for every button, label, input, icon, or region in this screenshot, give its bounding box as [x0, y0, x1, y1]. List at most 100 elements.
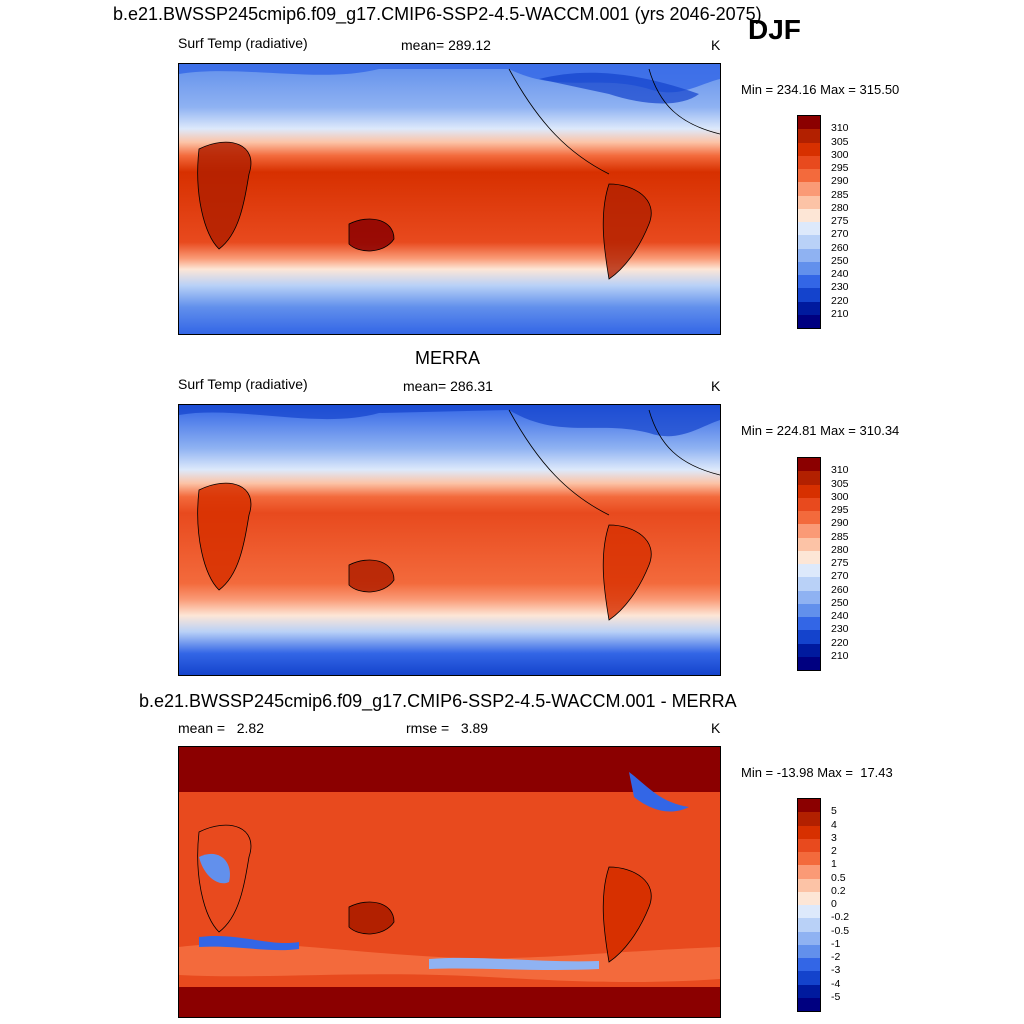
colorbar-swatch	[798, 248, 820, 262]
colorbar-tick-label: 300	[831, 148, 849, 161]
panel1-minmax-label: Min = 234.16 Max = 315.50	[741, 82, 900, 97]
colorbar-swatch	[798, 142, 820, 156]
colorbar-tick-label: 270	[831, 570, 849, 583]
colorbar-swatch	[798, 484, 820, 498]
panel1-colorbar	[797, 115, 821, 329]
colorbar-tick-label: -1	[831, 937, 841, 950]
colorbar-swatch	[798, 905, 820, 919]
colorbar-tick-label: 0	[831, 898, 837, 910]
colorbar-swatch	[798, 511, 820, 525]
panel1-variable-label: Surf Temp (radiative)	[178, 35, 308, 51]
colorbar-tick-label: 285	[831, 188, 849, 201]
colorbar-swatch	[798, 643, 820, 657]
colorbar-swatch	[798, 997, 820, 1011]
colorbar-swatch	[798, 878, 820, 892]
colorbar-tick-label: 310	[831, 464, 849, 477]
colorbar-tick-label: 285	[831, 530, 849, 543]
colorbar-tick-label: 240	[831, 610, 849, 622]
colorbar-swatch	[798, 182, 820, 196]
colorbar-swatch	[798, 918, 820, 932]
colorbar-tick-label: 220	[831, 294, 849, 307]
colorbar-tick-label: 210	[831, 307, 849, 320]
colorbar-tick-label: -2	[831, 951, 841, 963]
colorbar-swatch	[798, 799, 820, 813]
colorbar-swatch	[798, 865, 820, 879]
panel3-colorbar	[797, 798, 821, 1012]
colorbar-tick-label: 270	[831, 228, 849, 241]
colorbar-tick-label: 310	[831, 122, 849, 135]
panel3-rmse-label: rmse = 3.89	[406, 720, 489, 736]
colorbar-tick-label: 0.5	[831, 871, 846, 884]
colorbar-swatch	[798, 577, 820, 591]
colorbar-swatch	[798, 169, 820, 183]
colorbar-swatch	[798, 603, 820, 617]
colorbar-swatch	[798, 314, 820, 328]
figure-title: b.e21.BWSSP245cmip6.f09_g17.CMIP6-SSP2-4…	[113, 4, 762, 24]
panel3-title: b.e21.BWSSP245cmip6.f09_g17.CMIP6-SSP2-4…	[139, 691, 737, 711]
panel3-mean-label: mean = 2.82	[178, 720, 265, 736]
colorbar-tick-label: -4	[831, 977, 841, 990]
colorbar-swatch	[798, 590, 820, 604]
panel3-difference-map	[178, 746, 721, 1018]
colorbar-tick-label: 305	[831, 477, 849, 490]
colorbar-tick-label: 220	[831, 636, 849, 649]
colorbar-swatch	[798, 497, 820, 511]
colorbar-swatch	[798, 656, 820, 670]
colorbar-tick-label: 4	[831, 818, 837, 831]
colorbar-swatch	[798, 825, 820, 839]
colorbar-swatch	[798, 931, 820, 945]
colorbar-swatch	[798, 550, 820, 564]
colorbar-swatch	[798, 524, 820, 538]
colorbar-tick-label: 230	[831, 281, 849, 294]
colorbar-swatch	[798, 812, 820, 826]
colorbar-swatch	[798, 537, 820, 551]
season-label: DJF	[748, 14, 801, 45]
colorbar-swatch	[798, 630, 820, 644]
colorbar-tick-label: -3	[831, 964, 841, 977]
colorbar-tick-label: 0.2	[831, 884, 846, 897]
colorbar-tick-label: 210	[831, 649, 849, 662]
panel2-merra-map	[178, 404, 721, 676]
panel2-title: MERRA	[415, 348, 481, 368]
colorbar-tick-label: 260	[831, 241, 849, 254]
colorbar-tick-label: 3	[831, 831, 837, 844]
colorbar-tick-label: 240	[831, 268, 849, 280]
colorbar-tick-label: 230	[831, 623, 849, 636]
colorbar-swatch	[798, 471, 820, 485]
colorbar-tick-label: 260	[831, 583, 849, 596]
colorbar-tick-label: -5	[831, 990, 841, 1003]
colorbar-tick-label: 295	[831, 504, 849, 516]
colorbar-swatch	[798, 261, 820, 275]
colorbar-swatch	[798, 984, 820, 998]
colorbar-swatch	[798, 275, 820, 289]
colorbar-swatch	[798, 838, 820, 852]
colorbar-swatch	[798, 564, 820, 578]
colorbar-tick-label: 280	[831, 543, 849, 556]
colorbar-swatch	[798, 195, 820, 209]
colorbar-swatch	[798, 891, 820, 905]
panel1-model-map	[178, 63, 721, 335]
colorbar-tick-label: 275	[831, 557, 849, 569]
colorbar-swatch	[798, 971, 820, 985]
colorbar-swatch	[798, 288, 820, 302]
colorbar-tick-label: 250	[831, 596, 849, 609]
panel2-minmax-label: Min = 224.81 Max = 310.34	[741, 423, 900, 438]
colorbar-swatch	[798, 222, 820, 236]
colorbar-swatch	[798, 958, 820, 972]
panel1-mean-label: mean= 289.12	[401, 37, 491, 53]
colorbar-tick-label: 290	[831, 517, 849, 530]
colorbar-swatch	[798, 458, 820, 472]
colorbar-tick-label: 305	[831, 135, 849, 148]
colorbar-tick-label: 275	[831, 215, 849, 227]
colorbar-tick-label: 2	[831, 845, 837, 857]
panel2-colorbar	[797, 457, 821, 671]
colorbar-tick-label: 1	[831, 858, 837, 871]
panel3-units-label: K	[711, 720, 721, 736]
colorbar-tick-label: 290	[831, 175, 849, 188]
colorbar-tick-label: 250	[831, 254, 849, 267]
colorbar-tick-label: -0.5	[831, 924, 850, 937]
panel1-units-label: K	[711, 37, 721, 53]
colorbar-swatch	[798, 617, 820, 631]
colorbar-tick-label: -0.2	[831, 911, 850, 924]
colorbar-tick-label: 5	[831, 805, 837, 818]
